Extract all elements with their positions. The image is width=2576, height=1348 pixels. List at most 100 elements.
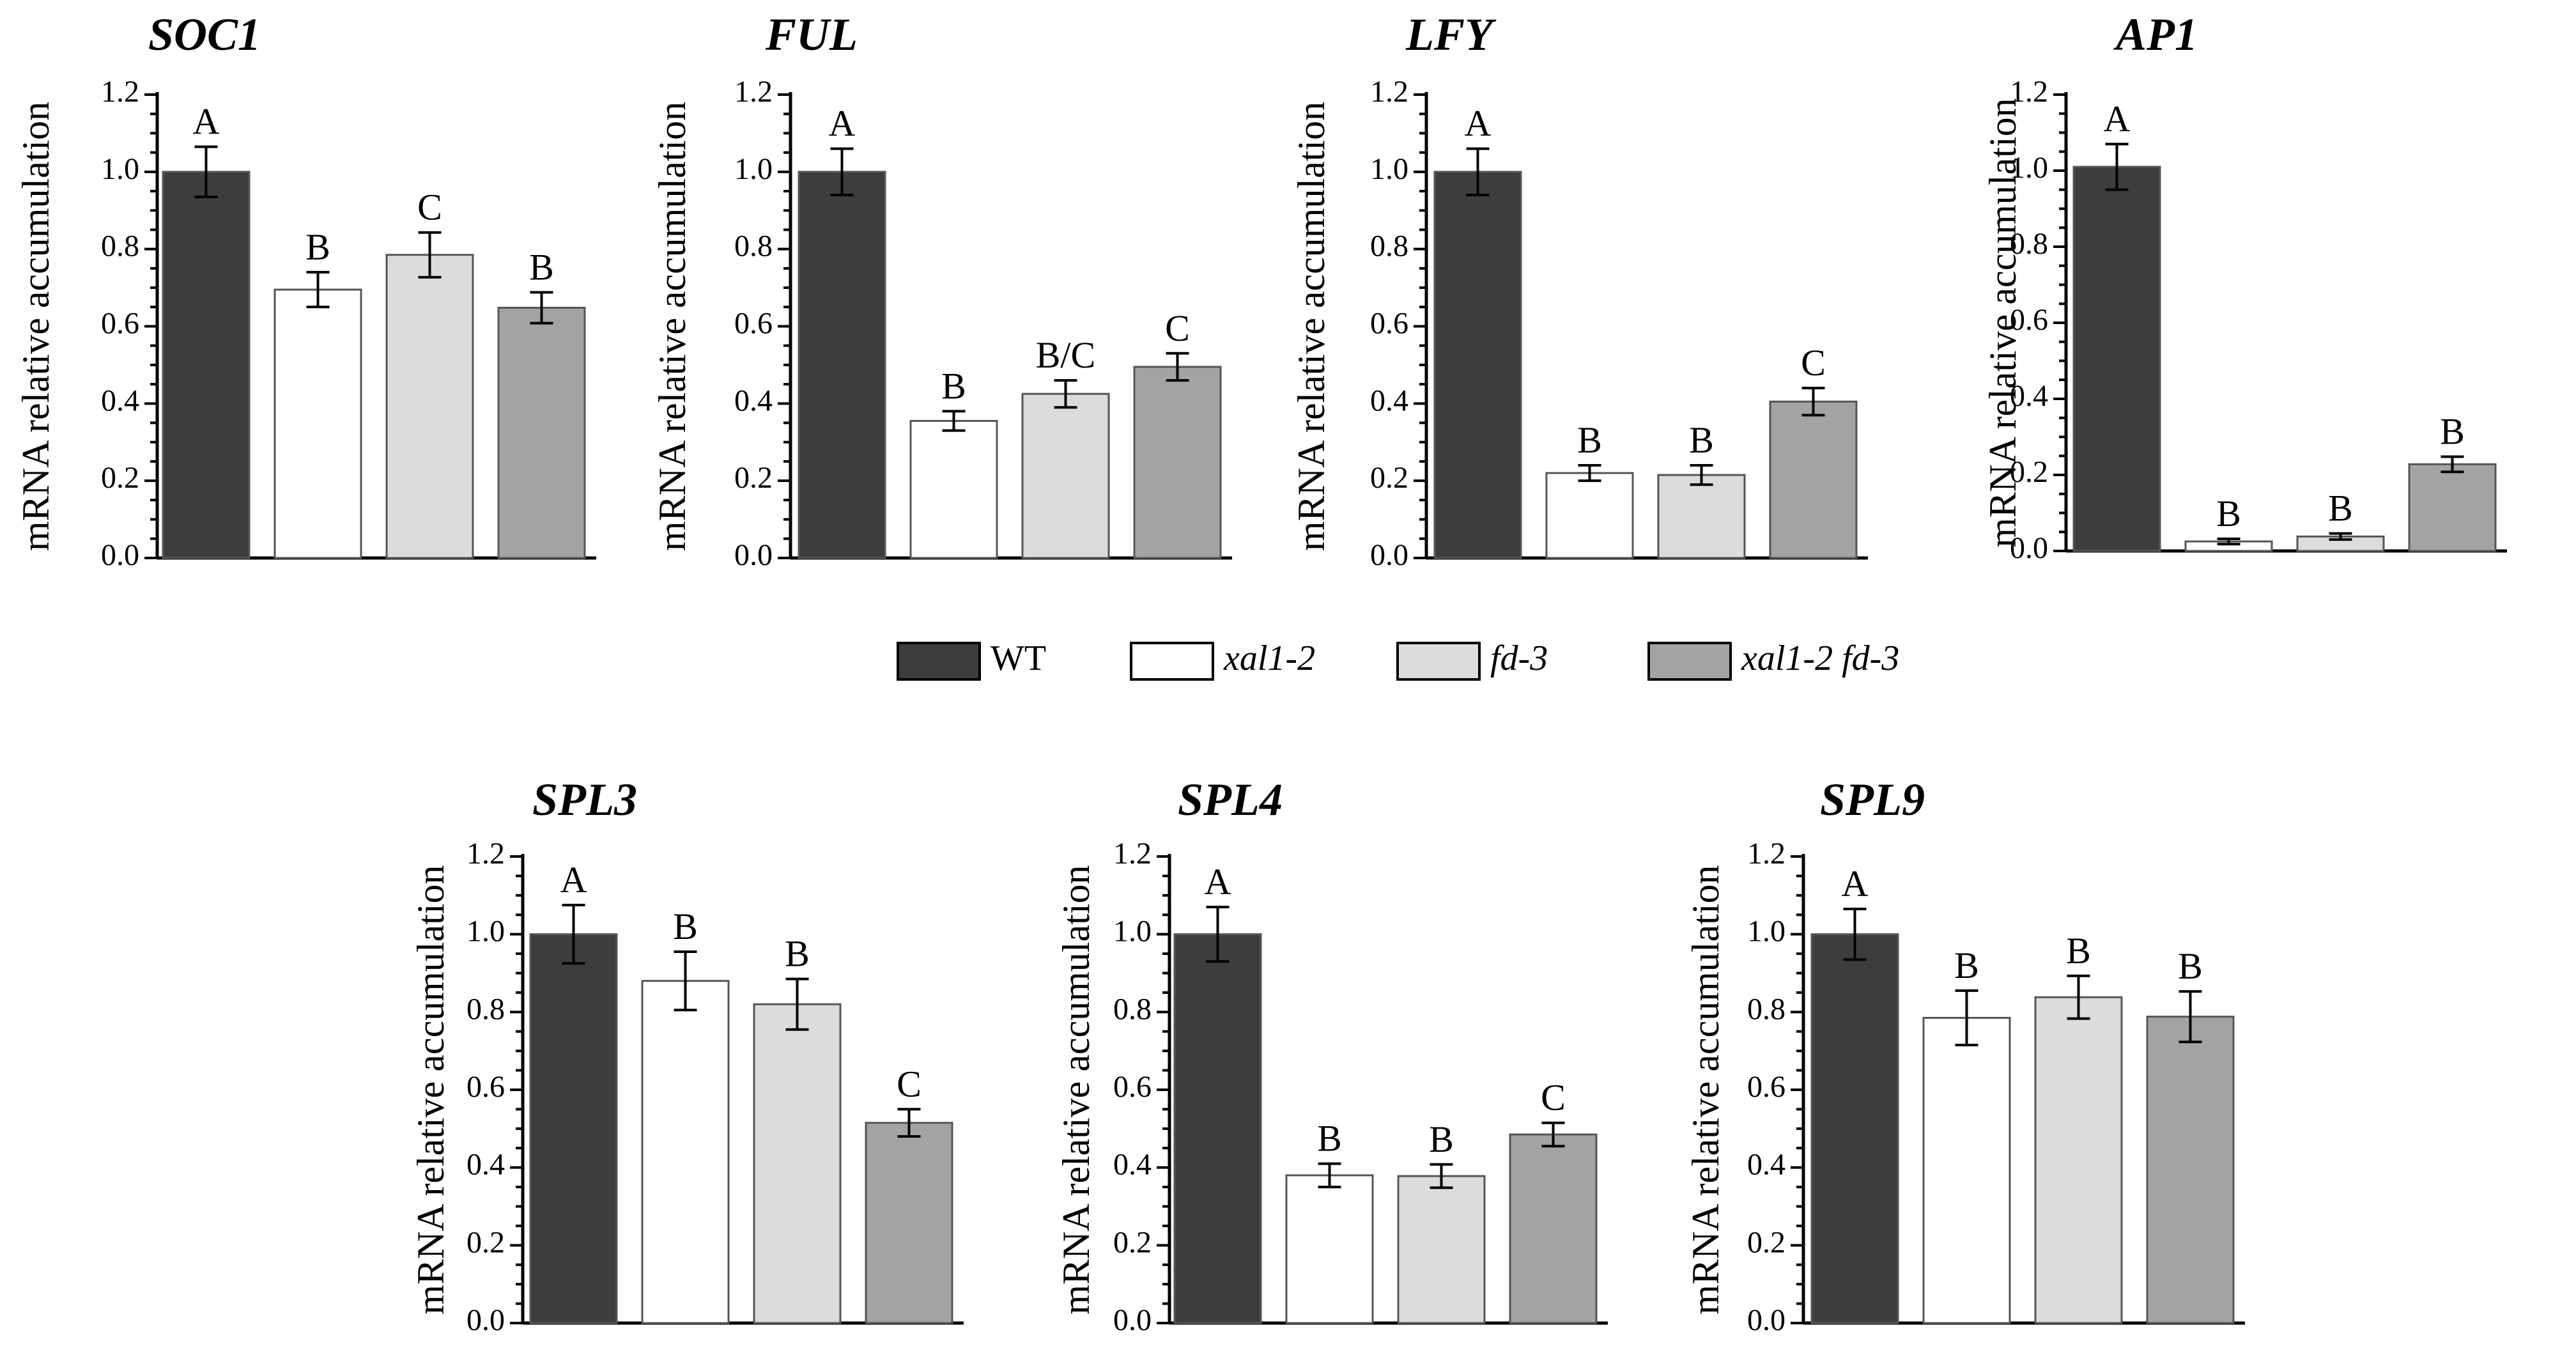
significance-letter: C <box>1801 342 1826 383</box>
y-tick-label: 0.6 <box>1113 1070 1152 1104</box>
y-tick-label: 1.0 <box>101 152 139 186</box>
y-axis-label: mRNA relative accumulation <box>1982 98 2024 547</box>
bar-fd-3 <box>753 1003 842 1324</box>
bar-wt <box>1433 171 1522 559</box>
bar-xal1-2-fd-3 <box>865 1122 953 1324</box>
significance-letter: B <box>785 933 810 975</box>
panel-spl9: SPL9 mRNA relative accumulation 0.0 0.2 0.4 0… <box>1685 774 2245 1337</box>
legend-item-xal1-2-fd-3: xal1-2 fd-3 <box>1647 639 1899 681</box>
bar-xal1-2 <box>909 420 998 559</box>
panel-lfy: LFY mRNA relative accumulation 0.0 0.2 0.4 0.… <box>1290 9 1868 572</box>
y-tick-label: 0.6 <box>467 1070 505 1104</box>
bar-fd-3 <box>1397 1175 1486 1324</box>
significance-letter: B <box>2440 410 2465 452</box>
panel-spl4: SPL4 mRNA relative accumulation 0.0 0.2 0.4 0… <box>1055 774 1608 1337</box>
y-tick-label: 0.2 <box>467 1225 505 1259</box>
y-tick-label: 1.2 <box>1370 75 1408 109</box>
y-tick-label: 0.4 <box>467 1148 505 1182</box>
y-tick-label: 0.4 <box>101 383 139 417</box>
bar-xal1-2-fd-3 <box>2408 463 2497 552</box>
legend-label: fd-3 <box>1490 639 1548 678</box>
bar-wt <box>1810 933 1899 1324</box>
legend-item-xal1-2: xal1-2 <box>1130 639 1315 681</box>
y-tick-label: 0.0 <box>2010 531 2048 565</box>
y-tick-label: 1.0 <box>467 915 505 949</box>
bar-wt <box>798 171 886 559</box>
panel-spl3: SPL3 mRNA relative accumulation 0.0 0.2 0.4 0… <box>410 774 964 1337</box>
y-tick-label: 1.2 <box>2010 75 2048 109</box>
legend-swatch <box>1647 642 1732 681</box>
y-axis-label: mRNA relative accumulation <box>1290 102 1332 551</box>
y-tick-label: 0.2 <box>1113 1225 1152 1259</box>
legend-swatch <box>897 642 981 681</box>
bar-wt <box>162 171 251 559</box>
significance-letter: B <box>1429 1119 1454 1160</box>
y-axis-label: mRNA relative accumulation <box>15 102 57 551</box>
y-tick-label: 0.0 <box>101 538 139 572</box>
y-tick-label: 0.8 <box>734 229 773 263</box>
panel-ful: FUL mRNA relative accumulation 0.0 0.2 0.4 0.… <box>651 9 1232 572</box>
significance-letter: B <box>2216 493 2241 534</box>
y-tick-label: 1.0 <box>1113 915 1152 949</box>
y-tick-label: 0.2 <box>1747 1225 1785 1259</box>
y-tick-label: 0.4 <box>734 383 773 417</box>
bar-wt <box>529 933 618 1324</box>
y-tick-label: 0.6 <box>2010 303 2048 337</box>
y-tick-label: 1.2 <box>467 837 505 871</box>
bar-xal1-2-fd-3 <box>1509 1133 1598 1324</box>
y-tick-label: 0.8 <box>467 992 505 1026</box>
bar-fd-3 <box>2034 996 2123 1324</box>
y-tick-label: 1.2 <box>1747 837 1785 871</box>
significance-letter: A <box>829 103 856 144</box>
significance-letter: C <box>417 187 442 228</box>
significance-letter: A <box>193 101 220 143</box>
significance-letter: B <box>2328 488 2353 529</box>
y-tick-label: 0.6 <box>734 307 773 341</box>
y-tick-label: 0.8 <box>101 229 139 263</box>
y-axis-label: mRNA relative accumulation <box>1055 865 1097 1314</box>
panel-soc1: SOC1 mRNA relative accumulation 0.0 0.2 0.4 0… <box>15 9 596 572</box>
significance-letter: C <box>1165 307 1190 349</box>
legend: WT xal1-2 fd-3 xal1-2 fd-3 <box>897 639 1899 681</box>
y-tick-label: 1.2 <box>734 75 773 109</box>
y-tick-label: 1.0 <box>2010 151 2048 185</box>
y-axis-label: mRNA relative accumulation <box>410 865 452 1314</box>
significance-letter: B <box>941 365 966 407</box>
y-tick-label: 0.0 <box>1370 538 1408 572</box>
bar-xal1-2-fd-3 <box>1769 400 1858 559</box>
y-tick-label: 0.0 <box>467 1303 505 1337</box>
y-tick-label: 0.4 <box>1747 1148 1785 1182</box>
bar-wt <box>1173 933 1262 1324</box>
y-tick-label: 0.4 <box>1370 383 1408 417</box>
bar-xal1-2-fd-3 <box>2146 1016 2235 1324</box>
y-tick-label: 0.6 <box>101 307 139 341</box>
chart-title: SOC1 <box>148 9 261 60</box>
y-axis-label: mRNA relative accumulation <box>651 102 693 551</box>
y-tick-label: 0.6 <box>1370 307 1408 341</box>
legend-item-wt: WT <box>897 639 1046 681</box>
legend-item-fd-3: fd-3 <box>1396 639 1548 681</box>
chart-title: FUL <box>765 9 858 60</box>
y-axis-label: mRNA relative accumulation <box>1685 865 1727 1314</box>
bar-xal1-2-fd-3 <box>497 307 586 559</box>
y-tick-label: 0.2 <box>1370 461 1408 495</box>
bar-fd-3 <box>1657 474 1746 559</box>
y-tick-label: 0.8 <box>1113 992 1152 1026</box>
chart-title: AP1 <box>2113 9 2198 60</box>
bar-xal1-2 <box>1922 1016 2011 1324</box>
y-tick-label: 1.0 <box>734 152 773 186</box>
y-tick-label: 1.0 <box>1370 152 1408 186</box>
legend-swatch <box>1130 642 1214 681</box>
y-tick-label: 1.2 <box>1113 837 1152 871</box>
y-tick-label: 0.0 <box>1113 1303 1152 1337</box>
y-tick-label: 0.8 <box>1747 992 1785 1026</box>
significance-letter: B <box>1577 419 1602 461</box>
y-tick-label: 0.6 <box>1747 1070 1785 1104</box>
chart-title: LFY <box>1405 9 1497 60</box>
significance-letter: A <box>2104 98 2131 139</box>
significance-letter: A <box>1842 863 1869 904</box>
y-tick-label: 0.0 <box>1747 1303 1785 1337</box>
y-tick-label: 0.8 <box>1370 229 1408 263</box>
significance-letter: B <box>2066 930 2091 972</box>
